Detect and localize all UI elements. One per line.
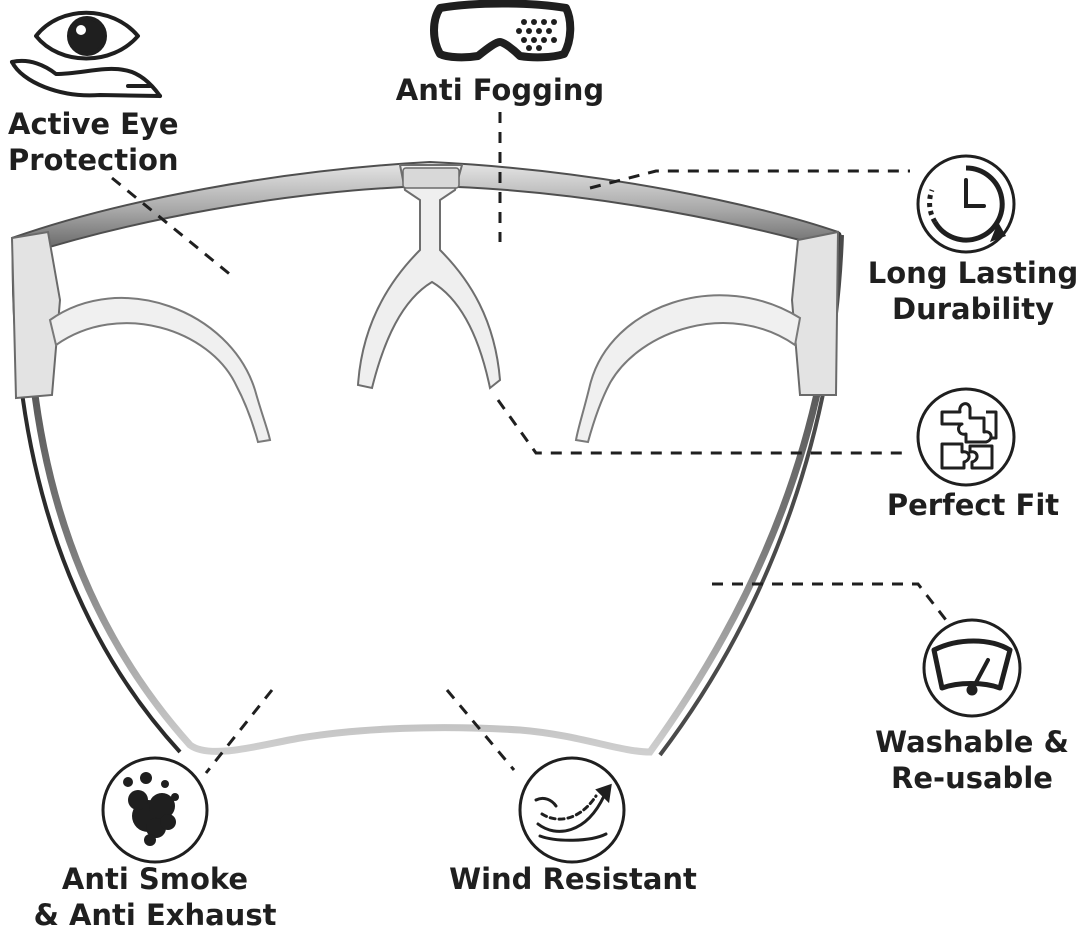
shield-outline <box>23 231 842 756</box>
label-eye-protection: Active Eye Protection <box>8 107 179 177</box>
leader-perfect-fit <box>496 399 910 455</box>
leader-anti-smoke <box>204 689 274 774</box>
right-hinge <box>790 230 840 396</box>
label-wind-resistant: Wind Resistant <box>449 862 697 896</box>
label-washable: Washable & Re-usable <box>875 725 1069 795</box>
smoke-icon <box>101 756 209 864</box>
nose-bridge <box>356 164 502 390</box>
leader-wind-resistant <box>445 689 516 771</box>
label-durability: Long Lasting Durability <box>867 256 1079 326</box>
face-shield <box>10 160 844 757</box>
leader-durability <box>589 169 910 190</box>
leader-washable <box>712 582 948 621</box>
left-hinge <box>10 230 62 400</box>
right-temple <box>574 294 802 444</box>
goggles-icon <box>430 0 575 62</box>
label-anti-smoke: Anti Smoke & Anti Exhaust <box>33 862 277 932</box>
wind-icon <box>518 756 626 864</box>
eye-hand-icon <box>10 10 162 98</box>
clock-icon <box>916 154 1016 254</box>
label-anti-fogging: Anti Fogging <box>395 73 605 107</box>
left-temple <box>48 296 272 444</box>
wiper-icon <box>922 618 1022 718</box>
leader-lines <box>111 112 948 774</box>
puzzle-icon <box>916 387 1016 487</box>
label-perfect-fit: Perfect Fit <box>886 488 1060 522</box>
leader-eye-protection <box>111 176 233 278</box>
